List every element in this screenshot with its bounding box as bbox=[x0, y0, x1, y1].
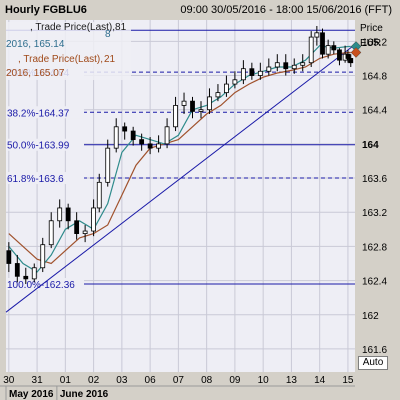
candle-body bbox=[40, 244, 46, 269]
time-axis: 30 31 01 02 03 06 07 08 09 10 13 14 15 May 2016 June 2… bbox=[3, 375, 354, 400]
legend-fast-suffix: 8 bbox=[105, 29, 111, 40]
price-tick-label: 163.2 bbox=[362, 208, 387, 219]
candle-body bbox=[173, 105, 178, 128]
candle-body bbox=[6, 250, 12, 264]
candle-body bbox=[257, 70, 263, 76]
legend-line-slow: , Trade Price(Last), bbox=[18, 54, 103, 65]
candle-body bbox=[156, 143, 161, 149]
price-tick-label: 162.8 bbox=[362, 242, 387, 253]
slow-ma-last-marker bbox=[350, 47, 362, 58]
price-tick-label: 162.4 bbox=[362, 277, 387, 288]
candle-body bbox=[164, 126, 170, 145]
day-tick-label: 30 bbox=[3, 375, 15, 386]
auto-scale-button[interactable]: Auto bbox=[358, 356, 388, 370]
price-tick-label: 162 bbox=[362, 311, 379, 322]
candle-body bbox=[215, 92, 221, 98]
legend-line-slow-value: 2016, 165.07 bbox=[6, 68, 65, 79]
day-tick-label: 01 bbox=[60, 375, 72, 386]
candle-body bbox=[65, 207, 71, 222]
chart-title: Hourly FGBLU6 bbox=[5, 4, 87, 16]
fib-level-label: 38.2%-164.37 bbox=[7, 108, 70, 119]
fib-label-bg bbox=[6, 172, 84, 185]
candle-body bbox=[147, 143, 153, 149]
candle-body bbox=[96, 181, 102, 209]
chart-header: Hourly FGBLU6 09:00 30/05/2016 - 18:00 1… bbox=[0, 0, 400, 20]
candle-body bbox=[190, 100, 195, 112]
candle-body bbox=[300, 62, 306, 66]
candle-body bbox=[23, 275, 29, 280]
fib-label-bg bbox=[6, 106, 84, 119]
legend-line-fast: 2016, 165.14 bbox=[6, 39, 65, 50]
price-tick-label: 165.2 bbox=[362, 37, 387, 48]
month-label: June 2016 bbox=[60, 389, 109, 400]
candle-body bbox=[198, 109, 204, 112]
candle-body bbox=[82, 230, 88, 234]
legend-partial-top: , Trade Price(Last),81 bbox=[30, 22, 127, 33]
day-tick-label: 08 bbox=[201, 375, 213, 386]
candle-body bbox=[105, 147, 111, 183]
day-tick-label: 31 bbox=[32, 375, 44, 386]
axis-title-price: Price bbox=[360, 23, 383, 34]
fib-level-label: 61.8%-163.6 bbox=[7, 174, 64, 185]
candle-body bbox=[331, 45, 337, 51]
candle-body bbox=[232, 79, 238, 85]
day-tick-label: 06 bbox=[145, 375, 157, 386]
price-tick-label: 163.6 bbox=[362, 174, 387, 185]
day-tick-label: 14 bbox=[314, 375, 326, 386]
candle-body bbox=[325, 45, 331, 55]
candle-body bbox=[266, 66, 272, 72]
day-tick-label: 09 bbox=[229, 375, 241, 386]
date-range: 09:00 30/05/2016 - 18:00 15/06/2016 (FFT… bbox=[180, 4, 392, 16]
day-tick-label: 13 bbox=[286, 375, 298, 386]
price-tick-label: 164 bbox=[362, 140, 379, 151]
fib-level-label: 50.0%-163.99 bbox=[7, 141, 70, 152]
trendline-layer bbox=[5, 45, 354, 313]
candle-body bbox=[249, 68, 255, 76]
day-tick-label: 15 bbox=[342, 375, 354, 386]
candle-body bbox=[48, 220, 54, 246]
day-tick-label: 10 bbox=[258, 375, 270, 386]
price-tick-label: 164.4 bbox=[362, 106, 387, 117]
candle-body bbox=[14, 263, 20, 277]
legend-background bbox=[6, 22, 131, 80]
axis-title-currency: EUR bbox=[360, 38, 381, 49]
candle-body bbox=[122, 126, 128, 132]
price-candles bbox=[6, 25, 354, 284]
price-tick-label: 164.8 bbox=[362, 72, 387, 83]
candle-body bbox=[348, 58, 354, 64]
candle-body bbox=[291, 64, 297, 70]
day-tick-label: 03 bbox=[116, 375, 128, 386]
fib-label-bg bbox=[6, 138, 84, 151]
price-axis-panel bbox=[355, 20, 400, 372]
legend: , Trade Price(Last),81 2016, 165.14 8 , … bbox=[6, 22, 131, 80]
last-value-markers bbox=[350, 41, 362, 58]
candle-body bbox=[57, 207, 63, 222]
candle-body bbox=[308, 36, 314, 64]
candle-body bbox=[207, 96, 212, 111]
candle-body bbox=[130, 130, 136, 141]
price-tick-label: 161.6 bbox=[362, 345, 387, 356]
price-axis: Price EUR 165.2 164.8 164.4 164 163.6 163.2 16… bbox=[360, 23, 387, 356]
day-tick-label: 07 bbox=[173, 375, 185, 386]
candle-body bbox=[139, 139, 145, 145]
candle-body bbox=[74, 220, 80, 234]
candle-body bbox=[224, 83, 229, 94]
candle-body bbox=[320, 32, 325, 55]
trendline bbox=[5, 45, 354, 313]
day-tick-label: 02 bbox=[88, 375, 100, 386]
candle-body bbox=[345, 53, 351, 59]
candle-body bbox=[314, 32, 320, 38]
candle-body bbox=[113, 126, 119, 149]
candle-body bbox=[283, 62, 289, 70]
month-label: May 2016 bbox=[9, 389, 54, 400]
candle-body bbox=[181, 100, 187, 106]
candle-body bbox=[240, 68, 246, 81]
candle-body bbox=[274, 62, 280, 68]
candle-body bbox=[337, 49, 342, 61]
candle-body bbox=[31, 267, 37, 280]
legend-slow-suffix: 21 bbox=[104, 54, 116, 65]
candle-body bbox=[91, 207, 97, 232]
